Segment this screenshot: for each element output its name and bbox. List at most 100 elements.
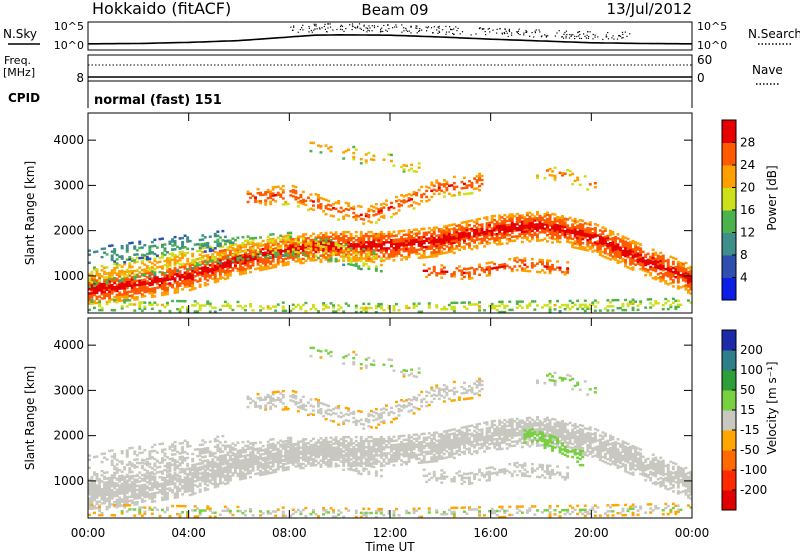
power-cell <box>420 185 424 189</box>
power-cell <box>390 215 393 219</box>
power-cell <box>505 227 509 231</box>
power-cell <box>417 248 421 251</box>
velocity-cell <box>218 480 222 483</box>
power-cell <box>684 274 688 277</box>
power-cell <box>412 201 416 204</box>
velocity-cell <box>213 477 217 481</box>
power-cell <box>196 264 200 267</box>
power-cell <box>301 235 305 238</box>
velocity-cell <box>95 502 99 506</box>
power-cell <box>115 258 119 261</box>
power-cell <box>161 237 164 240</box>
power-cell <box>201 257 205 260</box>
velocity-cell <box>261 457 265 460</box>
power-cell <box>619 252 622 256</box>
cpid-panel: CPID normal (fast) 151 <box>8 81 693 108</box>
power-cell <box>226 258 230 262</box>
power-cell <box>488 221 492 225</box>
power-cell <box>551 237 555 240</box>
power-cell <box>561 233 565 236</box>
power-cell <box>286 257 290 260</box>
power-cell <box>609 248 612 251</box>
power-cell <box>309 245 313 248</box>
velocity-cell <box>231 462 235 465</box>
power-cell <box>108 284 112 287</box>
power-cell <box>143 290 147 294</box>
power-cell <box>312 248 315 252</box>
power-cell <box>113 287 117 291</box>
power-cell <box>405 164 409 168</box>
power-cell <box>178 257 182 260</box>
velocity-cell <box>98 492 102 495</box>
power-cell <box>115 262 119 265</box>
velocity-cell <box>239 459 242 463</box>
power-cell <box>138 279 142 282</box>
power-cell <box>246 259 250 262</box>
power-cell <box>286 263 290 266</box>
velocity-cell <box>120 488 124 491</box>
velocity-cell <box>135 484 139 488</box>
power-cell <box>468 267 471 270</box>
power-cell <box>649 298 653 301</box>
power-cell <box>168 309 172 313</box>
power-cell <box>100 265 104 268</box>
power-cell <box>231 248 235 252</box>
power-cell <box>191 254 195 258</box>
power-cell <box>465 192 469 196</box>
power-cell <box>178 272 182 275</box>
nsearch-dot <box>290 26 292 28</box>
power-cell <box>651 258 655 262</box>
power-cell <box>322 250 326 253</box>
power-cell <box>619 254 622 258</box>
power-cell <box>402 233 406 237</box>
power-cell <box>390 205 393 209</box>
velocity-cell <box>100 502 104 505</box>
power-cell <box>166 268 169 271</box>
power-cell <box>468 184 471 187</box>
power-cell <box>558 310 562 313</box>
power-cell <box>681 268 685 272</box>
power-cell <box>437 246 441 249</box>
power-cell <box>410 163 414 166</box>
power-cell <box>281 260 285 263</box>
power-cell <box>452 194 456 197</box>
power-cell <box>103 247 107 250</box>
power-cell <box>216 242 220 246</box>
power-cell <box>123 297 127 300</box>
power-cell <box>249 196 253 200</box>
power-cell <box>536 227 539 230</box>
power-cell <box>503 304 507 308</box>
power-cell <box>468 219 471 223</box>
power-cell <box>505 232 509 235</box>
velocity-cell <box>140 490 144 493</box>
velocity-cell <box>163 494 167 497</box>
power-cell <box>211 273 215 276</box>
power-cell <box>304 203 308 207</box>
power-cell <box>251 194 255 198</box>
power-cell <box>407 199 411 202</box>
power-cell <box>460 221 464 225</box>
power-cell <box>410 230 414 234</box>
power-cell <box>523 226 527 229</box>
power-cell <box>349 247 353 250</box>
power-cell <box>661 266 665 270</box>
power-cell <box>687 270 690 274</box>
nsearch-dot <box>395 24 397 26</box>
power-cell <box>397 242 401 245</box>
power-cell <box>291 252 295 255</box>
power-cell <box>103 296 107 300</box>
power-cell <box>213 272 217 276</box>
velocity-cell <box>239 469 242 473</box>
power-cell <box>213 264 217 268</box>
power-cell <box>671 256 675 260</box>
power-cell <box>372 241 376 244</box>
power-cell <box>518 226 522 230</box>
power-cell <box>631 262 635 265</box>
nsearch-dot <box>354 26 356 28</box>
power-cell <box>377 245 381 248</box>
velocity-cell <box>100 492 104 495</box>
power-cell <box>541 269 544 272</box>
power-cell <box>568 229 572 232</box>
power-cell <box>671 297 675 301</box>
velocity-cell <box>208 469 212 472</box>
